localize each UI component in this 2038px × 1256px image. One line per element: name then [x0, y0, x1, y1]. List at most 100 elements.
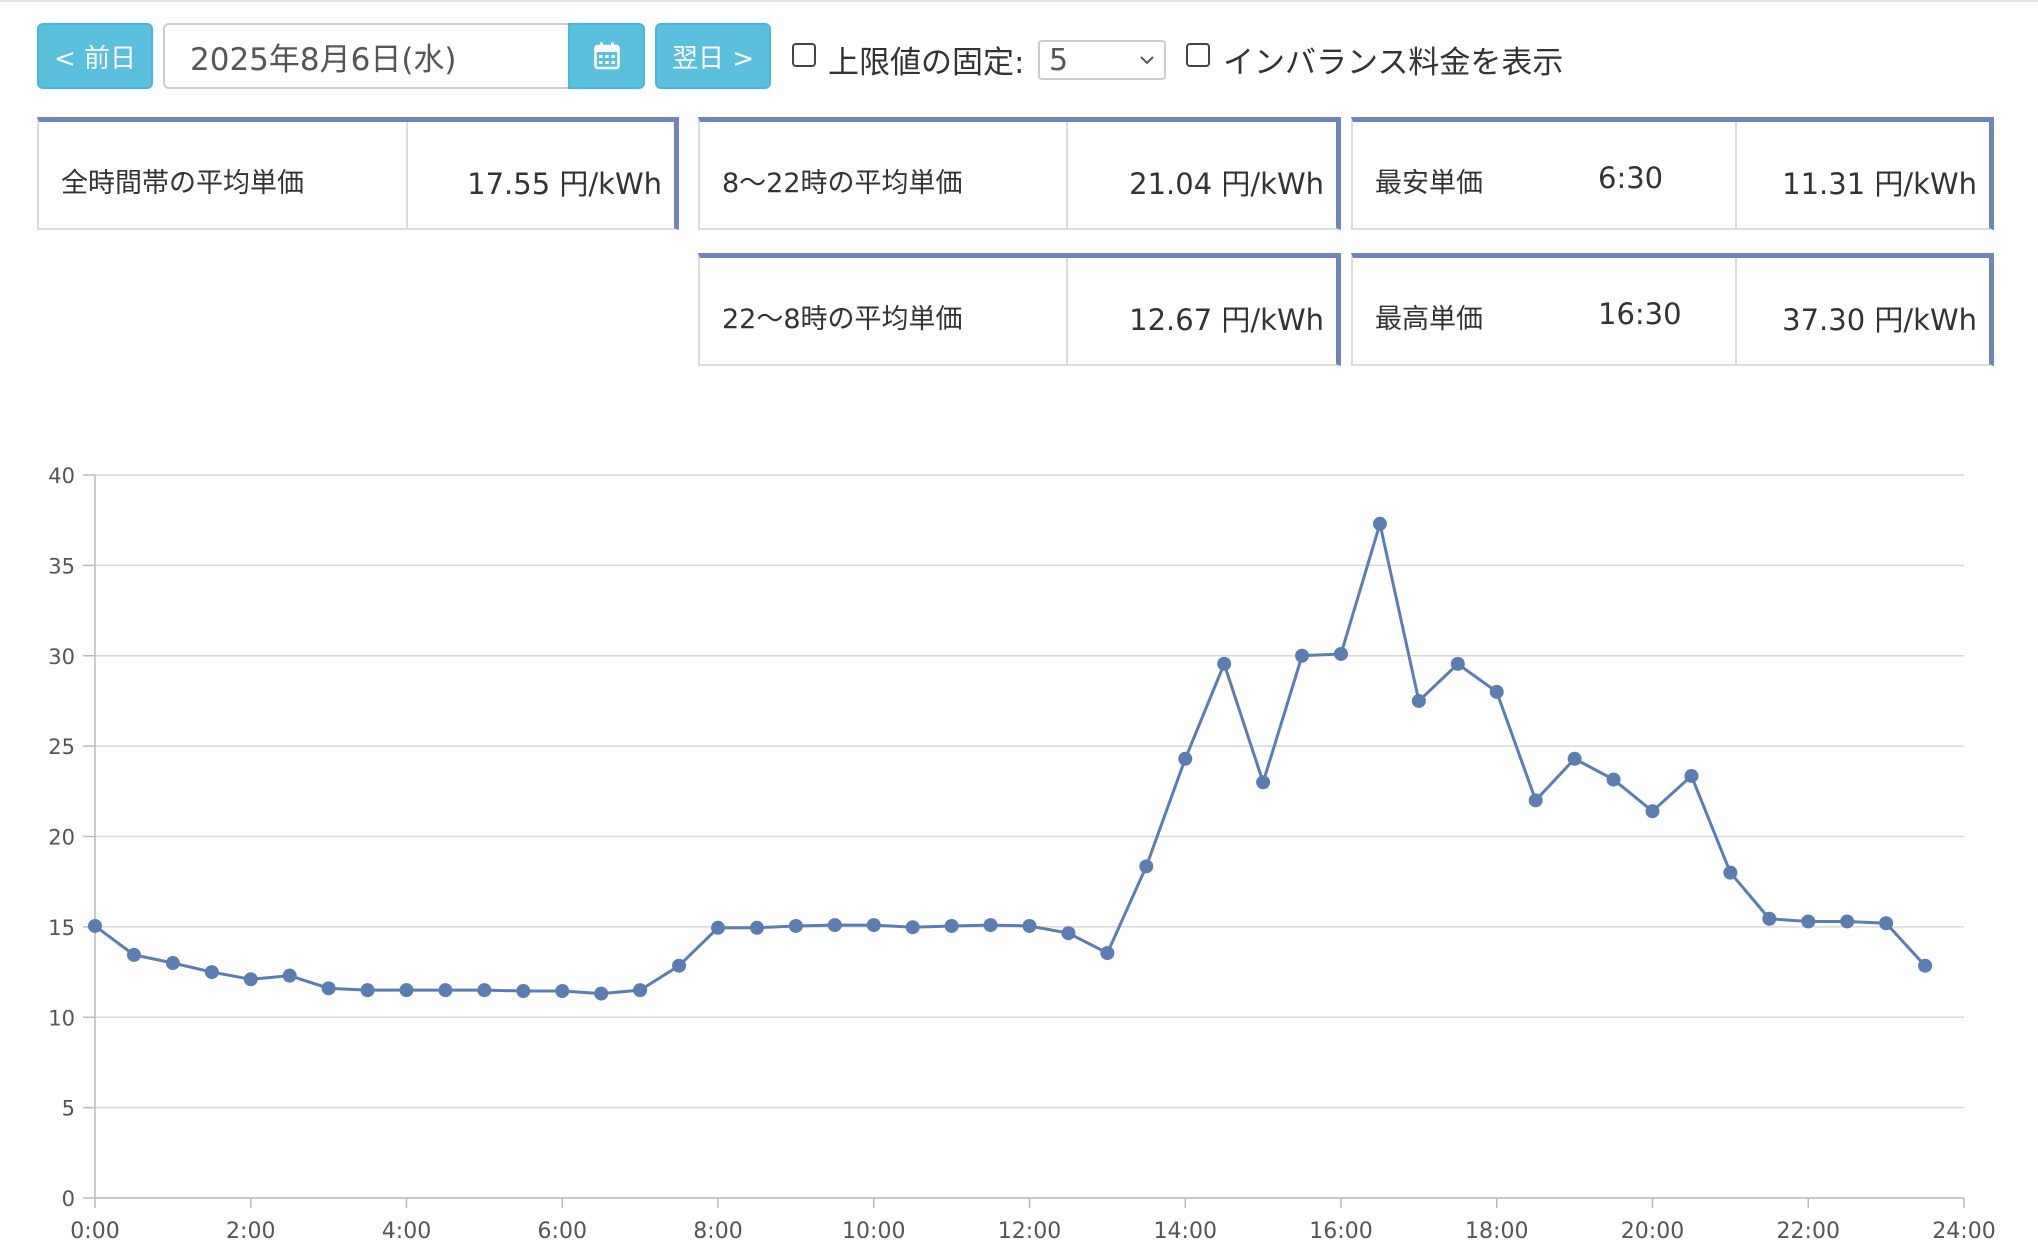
data-point	[165, 956, 180, 971]
all-avg-value: 17.55 円/kWh	[467, 167, 662, 201]
data-point	[788, 918, 803, 933]
data-point	[1645, 804, 1660, 819]
imbalance-checkbox[interactable]	[1186, 43, 1210, 67]
data-point	[1217, 656, 1232, 671]
data-point	[204, 965, 219, 980]
all-avg-panel: 全時間帯の平均単価 17.55 円/kWh	[37, 117, 679, 230]
data-point	[944, 918, 959, 933]
data-point	[866, 918, 881, 933]
data-point	[1840, 914, 1855, 929]
data-point	[1450, 656, 1465, 671]
data-point	[1178, 751, 1193, 766]
next-day-button[interactable]: 翌日 >	[655, 23, 771, 89]
fix-limit-label: 上限値の固定:	[828, 45, 1025, 81]
data-point	[633, 983, 648, 998]
data-point	[1918, 958, 1933, 973]
data-point	[360, 983, 375, 998]
calendar-button[interactable]	[568, 23, 645, 89]
data-point	[1334, 646, 1348, 661]
night-avg-panel: 22〜8時の平均単価 12.67 円/kWh	[698, 253, 1341, 366]
data-point	[1372, 516, 1387, 531]
all-avg-label: 全時間帯の平均単価	[61, 168, 304, 199]
top-border	[0, 0, 2038, 2]
data-point	[126, 947, 141, 962]
y-tick-label: 5	[62, 1097, 75, 1121]
data-point	[555, 984, 570, 999]
min-price-panel: 最安単価 6:30 11.31 円/kWh	[1351, 117, 1994, 230]
price-line-chart: 0 5 10 15 20 25 30 35 40 0:00 2:00 4:00 6:00 8:00 10:0…	[48, 464, 1995, 1244]
chevron-down-icon	[1140, 56, 1154, 65]
x-tick-label: 20:00	[1621, 1219, 1684, 1244]
y-tick-label: 0	[62, 1187, 75, 1211]
fix-limit-checkbox[interactable]	[792, 43, 816, 67]
x-tick-label: 16:00	[1309, 1219, 1372, 1244]
x-tick-label: 12:00	[998, 1219, 1061, 1244]
y-tick-label: 20	[48, 826, 75, 850]
limit-select-value: 5	[1049, 42, 1069, 78]
panel-divider	[1735, 122, 1737, 228]
data-point	[321, 981, 336, 996]
min-price-label: 最安単価	[1375, 168, 1483, 199]
x-tick-label: 0:00	[70, 1219, 119, 1244]
data-point	[1762, 911, 1777, 926]
max-price-value: 37.30 円/kWh	[1782, 303, 1977, 337]
limit-select[interactable]: 5	[1038, 40, 1166, 80]
data-point	[1411, 693, 1426, 708]
data-point	[1801, 914, 1816, 929]
panel-divider	[406, 122, 408, 228]
x-tick-label: 2:00	[226, 1219, 275, 1244]
data-point	[1489, 684, 1504, 699]
y-tick-label: 40	[48, 464, 75, 488]
data-point	[1528, 793, 1543, 808]
data-point	[438, 983, 453, 998]
data-point	[827, 918, 842, 933]
data-point	[1879, 916, 1894, 931]
x-tick-label: 10:00	[842, 1219, 905, 1244]
data-point	[1061, 926, 1076, 941]
y-tick-label: 15	[48, 916, 75, 940]
x-tick-label: 18:00	[1465, 1219, 1528, 1244]
x-tick-label: 22:00	[1777, 1219, 1840, 1244]
min-price-time: 6:30	[1598, 161, 1664, 195]
data-point	[594, 986, 609, 1001]
data-point	[282, 968, 297, 983]
max-price-time: 16:30	[1598, 297, 1682, 331]
data-point	[749, 920, 764, 935]
data-point	[1567, 751, 1582, 766]
night-avg-label: 22〜8時の平均単価	[722, 304, 963, 335]
data-point	[1022, 918, 1037, 933]
data-point	[905, 920, 920, 935]
date-toolbar: < 前日 2025年8月6日(水) 翌日 > 上限値の固定: 5 インバランス料…	[37, 23, 2027, 91]
data-point	[1139, 859, 1154, 874]
data-point	[399, 983, 414, 998]
price-series-line	[94, 517, 1927, 996]
max-price-panel: 最高単価 16:30 37.30 円/kWh	[1351, 253, 1994, 366]
x-tick-label: 24:00	[1932, 1219, 1995, 1244]
x-tick-label: 4:00	[382, 1219, 431, 1244]
panel-divider	[1066, 258, 1068, 364]
data-point	[477, 983, 492, 998]
data-point	[516, 984, 531, 999]
x-tick-label: 14:00	[1154, 1219, 1217, 1244]
min-price-value: 11.31 円/kWh	[1782, 167, 1977, 201]
panel-divider	[1735, 258, 1737, 364]
y-tick-label: 35	[48, 554, 75, 578]
max-price-label: 最高単価	[1375, 304, 1483, 335]
y-tick-label: 10	[48, 1006, 75, 1030]
day-avg-label: 8〜22時の平均単価	[722, 168, 963, 199]
date-input[interactable]: 2025年8月6日(水)	[163, 23, 607, 89]
data-point	[88, 918, 102, 933]
data-point	[672, 958, 687, 973]
data-point	[1100, 946, 1115, 961]
panel-divider	[1066, 122, 1068, 228]
x-tick-label: 8:00	[693, 1219, 742, 1244]
night-avg-value: 12.67 円/kWh	[1129, 303, 1324, 337]
data-point	[1684, 768, 1699, 783]
data-point	[1606, 772, 1621, 787]
y-tick-label: 30	[48, 645, 75, 669]
data-point	[1295, 648, 1310, 663]
prev-day-button[interactable]: < 前日	[37, 23, 153, 89]
day-avg-panel: 8〜22時の平均単価 21.04 円/kWh	[698, 117, 1341, 230]
data-point	[711, 920, 725, 935]
calendar-icon	[593, 42, 620, 70]
